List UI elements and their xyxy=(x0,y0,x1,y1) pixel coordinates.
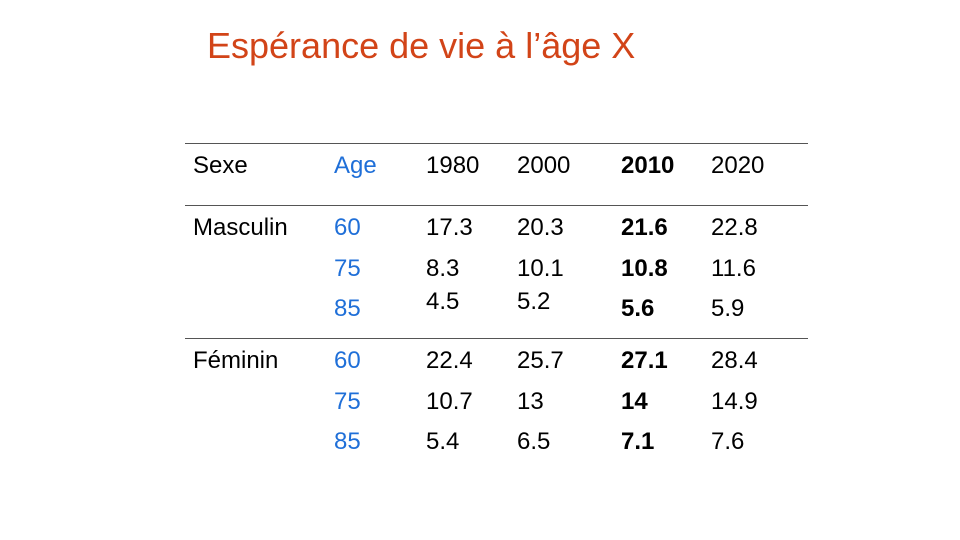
table-cell: 13 xyxy=(517,388,544,415)
table-cell: 8.3 xyxy=(426,255,460,282)
table-cell: 28.4 xyxy=(711,347,758,374)
table-cell-2010: 27.1 xyxy=(621,347,668,374)
table-cell: 11.6 xyxy=(711,255,756,282)
header-sexe: Sexe xyxy=(193,152,248,179)
table-cell-age: 75 xyxy=(334,255,361,282)
table-cell: 6.5 xyxy=(517,428,551,455)
header-rule xyxy=(185,205,808,206)
table-cell: 25.7 xyxy=(517,347,564,374)
table-cell-2010: 10.8 xyxy=(621,255,668,282)
life-expectancy-table: Sexe Age 1980 2000 2010 2020 Masculin 60… xyxy=(185,143,808,463)
table-cell-age: 85 xyxy=(334,295,361,322)
header-1980: 1980 xyxy=(426,152,480,179)
header-2000: 2000 xyxy=(517,152,571,179)
group-label-feminin: Féminin xyxy=(193,347,279,374)
table-cell: 20.3 xyxy=(517,214,564,241)
table-cell: 7.6 xyxy=(711,428,745,455)
table-cell: 5.4 xyxy=(426,428,460,455)
table-cell: 5.2 xyxy=(517,288,551,315)
header-2020: 2020 xyxy=(711,152,765,179)
header-2010: 2010 xyxy=(621,152,675,179)
table-cell: 10.7 xyxy=(426,388,473,415)
table-cell: 22.8 xyxy=(711,214,758,241)
group-label-masculin: Masculin xyxy=(193,214,288,241)
table-cell: 10.1 xyxy=(517,255,564,282)
table-cell-2010: 14 xyxy=(621,388,648,415)
table-cell: 22.4 xyxy=(426,347,473,374)
table-cell-2010: 7.1 xyxy=(621,428,655,455)
table-top-rule xyxy=(185,143,808,144)
header-age: Age xyxy=(334,152,377,179)
table-cell: 4.5 xyxy=(426,288,460,315)
group-separator-rule xyxy=(185,338,808,339)
table-cell-age: 60 xyxy=(334,214,361,241)
table-cell: 17.3 xyxy=(426,214,473,241)
table-cell-age: 60 xyxy=(334,347,361,374)
table-cell-2010: 21.6 xyxy=(621,214,668,241)
table-cell: 5.9 xyxy=(711,295,745,322)
table-cell-age: 85 xyxy=(334,428,361,455)
table-cell-age: 75 xyxy=(334,388,361,415)
table-cell-2010: 5.6 xyxy=(621,295,655,322)
slide-title: Espérance de vie à l’âge X xyxy=(207,25,636,66)
table-cell: 14.9 xyxy=(711,388,758,415)
